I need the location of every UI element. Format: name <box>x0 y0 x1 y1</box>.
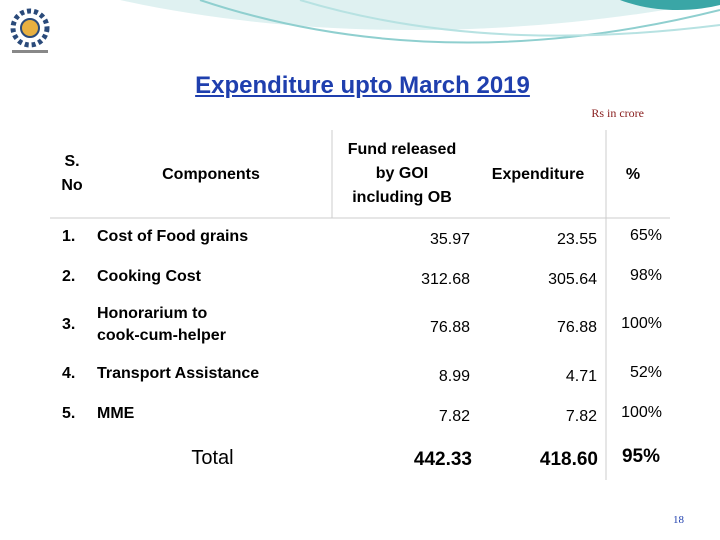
fund-released: 76.88 <box>429 319 470 336</box>
total-expenditure: 418.60 <box>539 449 598 470</box>
unit-note: Rs in crore <box>591 106 644 120</box>
swoosh-line <box>299 0 720 37</box>
fund-released: 7.82 <box>438 408 470 425</box>
percent: 100% <box>621 404 662 421</box>
column-header: % <box>625 166 641 183</box>
component: MME <box>97 405 135 422</box>
total-label: Total <box>191 447 234 469</box>
expenditure: 23.55 <box>556 231 597 248</box>
swoosh-line <box>199 0 720 44</box>
component: Cost of Food grains <box>97 228 249 245</box>
expenditure: 305.64 <box>548 271 597 288</box>
expenditure: 4.71 <box>565 368 597 385</box>
column-header: S. No <box>61 153 83 194</box>
expenditure: 76.88 <box>556 319 597 336</box>
column-header: Fund released by GOI including OB <box>347 141 457 206</box>
total-fund: 442.33 <box>413 449 472 470</box>
fund-released: 35.97 <box>429 231 470 248</box>
swoosh <box>120 0 720 30</box>
serial-number: 2. <box>62 268 76 285</box>
serial-number: 3. <box>62 316 76 333</box>
expenditure: 7.82 <box>565 408 597 425</box>
fund-released: 8.99 <box>438 368 470 385</box>
swoosh <box>620 0 720 10</box>
column-header: Components <box>162 166 260 183</box>
percent: 98% <box>629 267 662 284</box>
component: Honorarium to cook-cum-helper <box>97 305 226 344</box>
column-header: Expenditure <box>491 166 585 183</box>
percent: 52% <box>629 364 662 381</box>
serial-number: 5. <box>62 405 76 422</box>
fund-released: 312.68 <box>421 271 470 288</box>
component: Cooking Cost <box>97 268 201 285</box>
component: Transport Assistance <box>97 365 260 382</box>
total-percent: 95% <box>621 446 660 467</box>
serial-number: 1. <box>62 228 76 245</box>
page-number: 18 <box>673 514 684 526</box>
title: Expenditure upto March 2019 <box>195 72 530 99</box>
percent: 100% <box>621 315 662 332</box>
logo <box>10 8 50 53</box>
percent: 65% <box>629 227 662 244</box>
serial-number: 4. <box>62 365 76 382</box>
